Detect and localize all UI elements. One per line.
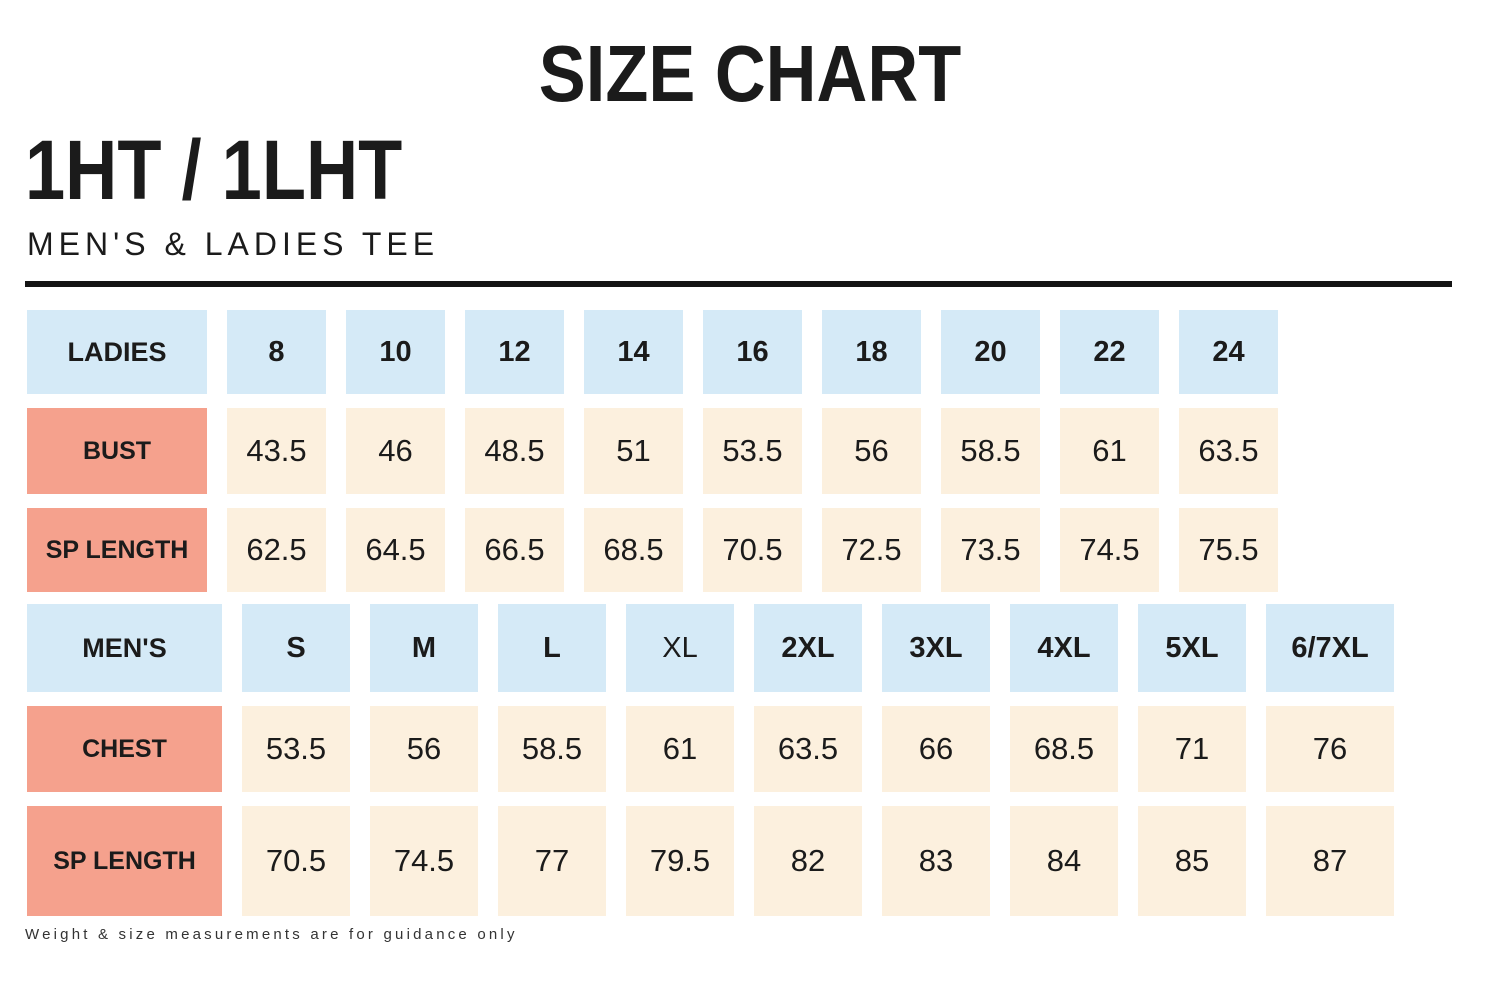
ladies-row-label-sp-length: SP LENGTH [27, 508, 207, 592]
product-code-text: 1HT / 1LHT [25, 123, 403, 217]
ladies-sp-length-value-14: 68.5 [584, 508, 683, 592]
mens-sp-length-value-5xl: 85 [1138, 806, 1246, 916]
ladies-size-header-14: 14 [584, 310, 683, 394]
ladies-size-header-24: 24 [1179, 310, 1278, 394]
mens-sp-length-value-l: 77 [498, 806, 606, 916]
mens-chest-value-l: 58.5 [498, 706, 606, 792]
mens-size-header-4xl: 4XL [1010, 604, 1118, 692]
mens-chest-value-2xl: 63.5 [754, 706, 862, 792]
ladies-sp-length-value-18: 72.5 [822, 508, 921, 592]
ladies-row-label-bust: BUST [27, 408, 207, 494]
mens-chest-value-s: 53.5 [242, 706, 350, 792]
product-code: 1HT / 1LHT [25, 128, 464, 212]
mens-sp-length-value-xl: 79.5 [626, 806, 734, 916]
ladies-bust-value-20: 58.5 [941, 408, 1040, 494]
mens-row-label-sp-length: SP LENGTH [27, 806, 222, 916]
mens-sp-length-value-s: 70.5 [242, 806, 350, 916]
ladies-sp-length-value-16: 70.5 [703, 508, 802, 592]
mens-sp-length-value-2xl: 82 [754, 806, 862, 916]
ladies-table-title-cell: LADIES [27, 310, 207, 394]
mens-size-table: MEN'S S M L XL 2XL 3XL 4XL 5XL 6/7XL CHEST 53.5 56 58… [27, 604, 1394, 916]
ladies-size-header-8: 8 [227, 310, 326, 394]
page-title: SIZE CHART [0, 34, 1500, 114]
size-tables: LADIES 8 10 12 14 16 18 20 22 24 BUST 43.5 46 48.5 51 5… [27, 310, 1394, 916]
ladies-bust-value-24: 63.5 [1179, 408, 1278, 494]
ladies-sp-length-value-8: 62.5 [227, 508, 326, 592]
mens-size-header-s: S [242, 604, 350, 692]
ladies-sp-length-value-12: 66.5 [465, 508, 564, 592]
ladies-size-table: LADIES 8 10 12 14 16 18 20 22 24 BUST 43.5 46 48.5 51 5… [27, 310, 1394, 592]
ladies-size-header-10: 10 [346, 310, 445, 394]
ladies-bust-value-22: 61 [1060, 408, 1159, 494]
mens-size-header-3xl: 3XL [882, 604, 990, 692]
mens-size-header-m: M [370, 604, 478, 692]
page-title-text: SIZE CHART [538, 29, 962, 118]
ladies-bust-value-12: 48.5 [465, 408, 564, 494]
mens-table-title-cell: MEN'S [27, 604, 222, 692]
mens-size-header-xl: XL [626, 604, 734, 692]
ladies-size-header-16: 16 [703, 310, 802, 394]
mens-chest-value-5xl: 71 [1138, 706, 1246, 792]
ladies-bust-value-10: 46 [346, 408, 445, 494]
ladies-sp-length-value-10: 64.5 [346, 508, 445, 592]
mens-size-header-6-7xl: 6/7XL [1266, 604, 1394, 692]
ladies-sp-length-value-22: 74.5 [1060, 508, 1159, 592]
mens-sp-length-value-m: 74.5 [370, 806, 478, 916]
mens-size-header-2xl: 2XL [754, 604, 862, 692]
mens-chest-value-6-7xl: 76 [1266, 706, 1394, 792]
mens-size-header-5xl: 5XL [1138, 604, 1246, 692]
divider-line [25, 281, 1452, 287]
ladies-bust-value-16: 53.5 [703, 408, 802, 494]
mens-chest-value-m: 56 [370, 706, 478, 792]
ladies-size-header-22: 22 [1060, 310, 1159, 394]
mens-size-header-l: L [498, 604, 606, 692]
mens-chest-value-3xl: 66 [882, 706, 990, 792]
product-subtitle: MEN'S & LADIES TEE [27, 226, 440, 262]
mens-sp-length-value-6-7xl: 87 [1266, 806, 1394, 916]
mens-chest-value-4xl: 68.5 [1010, 706, 1118, 792]
footnote: Weight & size measurements are for guida… [25, 926, 518, 943]
ladies-size-header-18: 18 [822, 310, 921, 394]
ladies-bust-value-8: 43.5 [227, 408, 326, 494]
mens-row-label-chest: CHEST [27, 706, 222, 792]
mens-chest-value-xl: 61 [626, 706, 734, 792]
mens-sp-length-value-3xl: 83 [882, 806, 990, 916]
ladies-bust-value-18: 56 [822, 408, 921, 494]
ladies-size-header-20: 20 [941, 310, 1040, 394]
ladies-bust-value-14: 51 [584, 408, 683, 494]
ladies-size-header-12: 12 [465, 310, 564, 394]
ladies-sp-length-value-20: 73.5 [941, 508, 1040, 592]
ladies-sp-length-value-24: 75.5 [1179, 508, 1278, 592]
mens-sp-length-value-4xl: 84 [1010, 806, 1118, 916]
